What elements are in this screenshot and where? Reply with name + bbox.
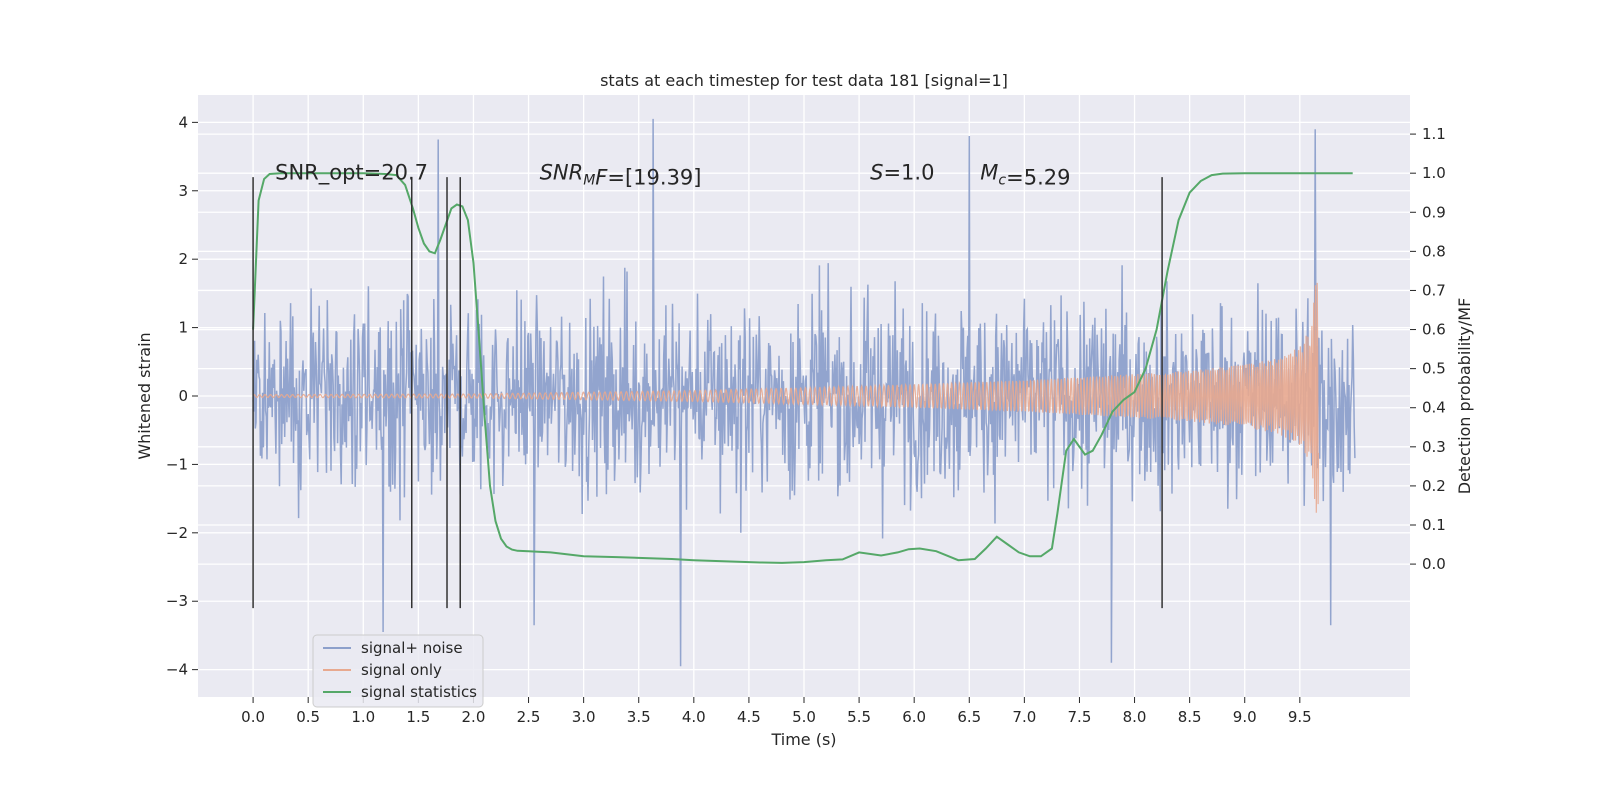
y-right-tick-label: 1.0 [1422, 164, 1446, 182]
chart-title: stats at each timestep for test data 181… [600, 71, 1008, 90]
y-tick-label: −1 [166, 455, 188, 473]
annotation: SNR_opt=20.7 [275, 161, 428, 186]
y-tick-label: 2 [178, 250, 188, 268]
y-right-tick-label: 0.6 [1422, 321, 1446, 339]
x-tick-label: 3.0 [572, 708, 596, 726]
annotation-part: M [980, 161, 998, 185]
legend-entry: signal only [361, 661, 442, 679]
axes: 0.0 0.5 1.0 1.5 2.0 2.5 3.0 3.5 4.0 4.5 5.0 5.5 6.0 6… [166, 113, 1446, 726]
y-right-tick-label: 0.1 [1422, 516, 1446, 534]
annotation: S=1.0 [870, 161, 934, 185]
x-tick-label: 0.5 [296, 708, 320, 726]
x-tick-label: 8.0 [1123, 708, 1147, 726]
x-tick-label: 1.0 [351, 708, 375, 726]
x-tick-label: 0.0 [241, 708, 265, 726]
x-tick-label: 7.5 [1068, 708, 1092, 726]
annotation-part: M [583, 173, 595, 189]
y-tick-label: 3 [178, 182, 188, 200]
x-tick-label: 5.5 [847, 708, 871, 726]
legend-entry: signal statistics [361, 683, 477, 701]
annotation-part: SNR_opt=20.7 [275, 161, 428, 186]
annotation-part: =5.29 [1006, 166, 1070, 190]
y-axis-right-label: Detection probability/MF [1455, 298, 1474, 495]
x-tick-label: 4.0 [682, 708, 706, 726]
x-tick-label: 3.5 [627, 708, 651, 726]
y-right-tick-label: 0.7 [1422, 281, 1446, 299]
annotation: Mc=5.29 [980, 161, 1070, 190]
y-right-tick-label: 0.0 [1422, 555, 1446, 573]
y-tick-label: −4 [166, 661, 188, 679]
legend-entry: signal+ noise [361, 639, 463, 657]
y-axis-label: Whitened strain [135, 332, 154, 459]
legend: signal+ noise signal only signal statistic… [312, 634, 484, 708]
y-right-tick-label: 0.9 [1422, 203, 1446, 221]
x-tick-label: 1.5 [406, 708, 430, 726]
x-tick-label: 2.5 [517, 708, 541, 726]
y-right-tick-label: 0.3 [1422, 438, 1446, 456]
y-tick-label: 0 [178, 387, 188, 405]
annotation: SNRMF=[19.39] [540, 161, 702, 190]
y-tick-label: 1 [178, 319, 188, 337]
y-right-tick-label: 0.4 [1422, 399, 1446, 417]
y-tick-label: −3 [166, 592, 188, 610]
annotation-part: =[19.39] [607, 166, 701, 190]
x-tick-label: 9.0 [1233, 708, 1257, 726]
annotations: SNR_opt=20.7 SNRMF=[19.39] S=1.0 Mc=5.29 [275, 161, 1070, 190]
x-axis-label: Time (s) [770, 730, 836, 749]
series-layer [252, 118, 1356, 667]
y-tick-label: 4 [178, 113, 188, 131]
x-tick-label: 4.5 [737, 708, 761, 726]
x-tick-label: 6.5 [957, 708, 981, 726]
annotation-part: S [870, 161, 883, 185]
y-tick-label: −2 [166, 524, 188, 542]
event-lines [252, 177, 1163, 609]
annotation-part: =1.0 [883, 161, 934, 185]
y-right-tick-label: 0.2 [1422, 477, 1446, 495]
annotation-part: SNR [540, 161, 584, 185]
x-tick-label: 8.5 [1178, 708, 1202, 726]
x-tick-label: 6.0 [902, 708, 926, 726]
annotation-part: F [595, 166, 608, 190]
series-signal-statistics [252, 172, 1353, 564]
x-tick-label: 9.5 [1288, 708, 1312, 726]
legend-box [312, 634, 484, 708]
y-right-tick-label: 1.1 [1422, 125, 1446, 143]
x-tick-label: 7.0 [1012, 708, 1036, 726]
x-tick-label: 2.0 [462, 708, 486, 726]
x-tick-label: 5.0 [792, 708, 816, 726]
annotation-part: c [998, 173, 1006, 189]
y-right-tick-label: 0.8 [1422, 242, 1446, 260]
y-right-tick-label: 0.5 [1422, 360, 1446, 378]
